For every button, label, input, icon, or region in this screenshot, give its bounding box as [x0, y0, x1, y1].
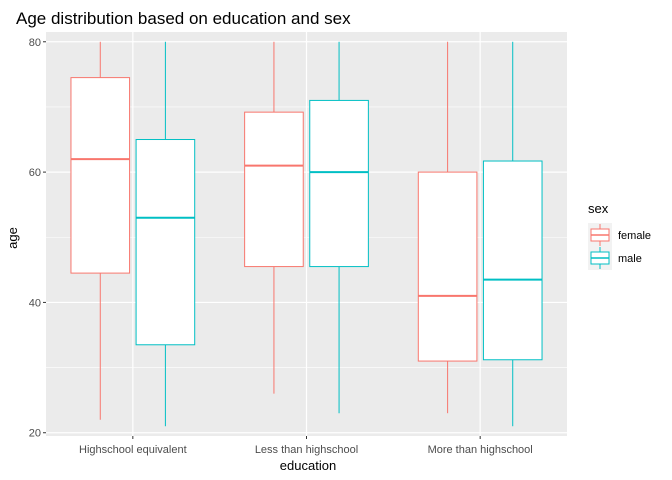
x-tick-label: Highschool equivalent — [79, 444, 187, 456]
legend-label-female: female — [618, 230, 651, 242]
y-axis: 20 40 60 80 — [29, 37, 46, 440]
legend-title: sex — [588, 201, 609, 216]
box-male — [135, 41, 196, 427]
x-tick-label: More than highschool — [428, 444, 533, 456]
box-iqr — [482, 160, 543, 361]
y-tick-label: 40 — [29, 297, 41, 309]
box-male — [309, 41, 369, 414]
legend-key-male — [588, 246, 612, 270]
y-tick-label: 20 — [29, 428, 41, 440]
grid-lines — [46, 32, 567, 436]
y-axis-title: age — [5, 227, 20, 249]
legend-key-female — [588, 223, 612, 247]
x-axis: Highschool equivalent Less than highschoo… — [79, 436, 533, 456]
box-female — [417, 41, 478, 414]
y-tick-label: 80 — [29, 37, 41, 49]
x-tick-label: Less than highschool — [255, 444, 358, 456]
chart-title: Age distribution based on education and … — [16, 9, 351, 28]
y-tick-label: 60 — [29, 167, 41, 179]
legend-label-male: male — [618, 253, 642, 265]
box-iqr — [135, 139, 196, 346]
box-iqr — [244, 111, 304, 268]
legend: sex female male — [588, 201, 651, 270]
box-female — [70, 41, 131, 420]
box-iqr — [417, 171, 478, 362]
box-female — [244, 41, 304, 394]
box-layer — [70, 41, 543, 427]
box-iqr — [70, 77, 131, 274]
box-iqr — [309, 99, 369, 268]
x-axis-title: education — [280, 458, 336, 473]
box-male — [482, 41, 543, 427]
